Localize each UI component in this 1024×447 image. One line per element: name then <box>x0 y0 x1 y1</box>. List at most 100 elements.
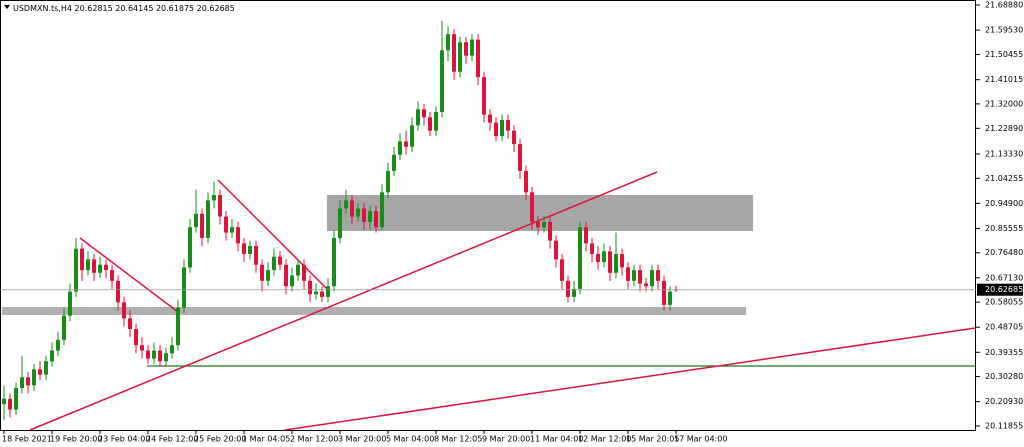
candle-body <box>302 264 306 281</box>
candle-body <box>560 259 564 281</box>
candle-body <box>110 270 114 281</box>
candle-body <box>332 237 336 287</box>
x-tick-label: 12 Mar 12:00 <box>578 435 631 444</box>
y-tick-label: 20.48705 <box>985 323 1023 332</box>
candle-body <box>230 227 234 233</box>
candle-body <box>8 398 12 410</box>
candle-body <box>638 270 642 284</box>
y-tick-label: 21.68880 <box>985 1 1023 10</box>
candle-body <box>68 291 72 316</box>
candle-body <box>608 251 612 273</box>
candle-body <box>392 154 396 171</box>
candle-body <box>2 398 6 405</box>
x-tick-label: 11 Mar 04:00 <box>530 435 583 444</box>
candle-body <box>476 39 480 78</box>
candle-body <box>176 307 180 346</box>
candle-body <box>518 144 522 171</box>
open: 20.62815 <box>75 4 113 13</box>
x-tick-label: 9 Mar 20:00 <box>482 435 530 444</box>
candle-body <box>626 267 630 281</box>
candle-body <box>158 350 162 362</box>
y-tick-label: 20.85555 <box>985 224 1023 233</box>
x-tick-label: 23 Feb 04:00 <box>98 435 150 444</box>
candle-body <box>296 264 300 276</box>
candle-body <box>146 350 150 359</box>
trend-line <box>29 171 658 431</box>
candle-body <box>632 270 636 281</box>
x-tick-label: 1 Mar 04:05 <box>242 435 290 444</box>
candle-body <box>86 259 90 271</box>
candle-body <box>338 208 342 238</box>
candle-body <box>482 77 486 115</box>
candle-body <box>434 111 438 131</box>
y-tick-label: 21.04255 <box>985 174 1023 183</box>
candle-body <box>320 291 324 297</box>
candle-body <box>452 34 456 72</box>
price-label-box <box>977 283 1023 296</box>
candle-body <box>494 122 498 137</box>
candle-body <box>260 264 264 281</box>
x-tick-label: 15 Mar 20:05 <box>626 435 679 444</box>
y-tick-label: 21.13330 <box>985 149 1023 158</box>
candle-body <box>62 315 66 340</box>
candle-body <box>368 211 372 222</box>
candle-body <box>128 318 132 330</box>
candle-body <box>416 109 420 126</box>
candle-body <box>236 227 240 244</box>
candle-body <box>458 42 462 72</box>
candle-body <box>284 264 288 287</box>
y-tick-label: 21.59530 <box>985 26 1023 35</box>
candle-body <box>410 125 414 147</box>
candle-body <box>524 170 528 193</box>
trend-line <box>79 237 179 313</box>
candle-body <box>566 280 570 297</box>
candle-body <box>500 119 504 137</box>
candle-body <box>536 221 540 228</box>
candle-body <box>212 195 216 201</box>
x-tick-label: 3 Mar 20:00 <box>338 435 386 444</box>
menu-arrow[interactable] <box>4 5 10 9</box>
y-tick-label: 20.94900 <box>985 199 1023 208</box>
candle-body <box>542 221 546 228</box>
y-tick-label: 20.58055 <box>985 298 1023 307</box>
candle-body <box>530 192 534 222</box>
candle-body <box>440 50 444 112</box>
y-tick-label: 21.41015 <box>985 75 1023 84</box>
candle-body <box>32 369 36 386</box>
candle-body <box>122 302 126 319</box>
candle-body <box>572 288 576 297</box>
candle-body <box>650 270 654 287</box>
candle-body <box>14 388 18 410</box>
y-tick-label: 21.50455 <box>985 50 1023 59</box>
symbol: USDMXN.ts,H4 <box>13 4 72 13</box>
candle-body <box>44 361 48 375</box>
candle-body <box>92 259 96 273</box>
candle-body <box>350 200 354 217</box>
candle-body <box>548 221 552 241</box>
candle-body <box>446 34 450 51</box>
candle-body <box>380 192 384 228</box>
candle-body <box>206 200 210 238</box>
candle-body <box>404 141 408 147</box>
candle-body <box>254 245 258 265</box>
x-tick-label: 24 Feb 12:00 <box>146 435 198 444</box>
candle-body <box>470 39 474 56</box>
candle-body <box>56 339 60 351</box>
candle-body <box>170 345 174 354</box>
candle-body <box>362 208 366 222</box>
candle-body <box>194 213 198 228</box>
x-tick-label: 19 Feb 20:00 <box>50 435 102 444</box>
candle-body <box>620 254 624 268</box>
candle-body <box>428 117 432 131</box>
candle-body <box>374 211 378 228</box>
candle-body <box>50 350 54 362</box>
candle-body <box>344 200 348 209</box>
candle-body <box>590 243 594 255</box>
trend-line <box>217 179 329 291</box>
candle-body <box>104 264 108 271</box>
candle-body <box>188 227 192 268</box>
candle-body <box>98 264 102 273</box>
candle-body <box>602 251 606 263</box>
candle-body <box>26 377 30 386</box>
